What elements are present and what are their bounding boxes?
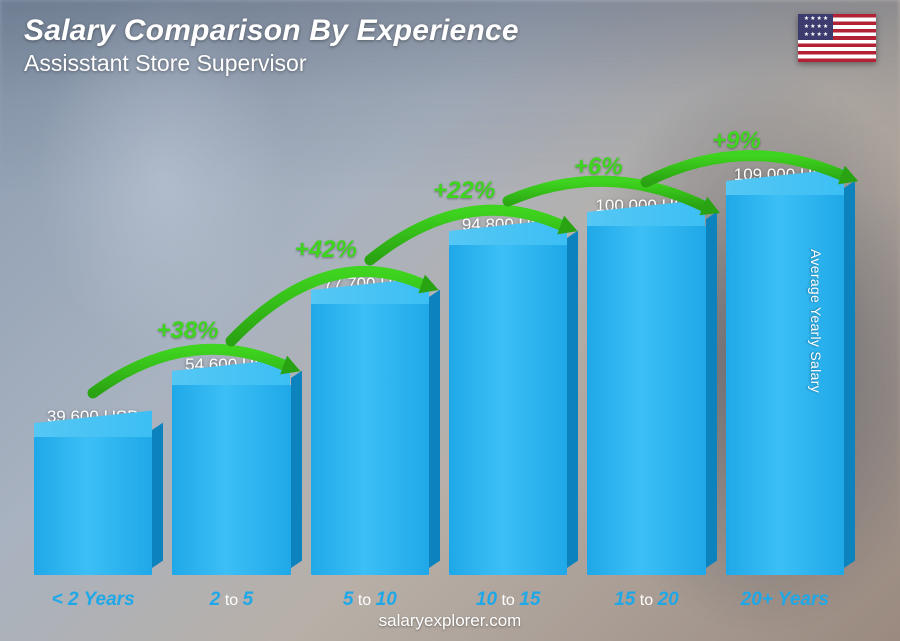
header: Salary Comparison By Experience Assissta… <box>24 14 876 77</box>
percent-increase-label: +38% <box>156 317 218 345</box>
category-label: 10 to 15 <box>476 589 541 611</box>
bar-group: 54,600 USD2 to 5 <box>172 355 290 575</box>
percent-increase-label: +22% <box>433 177 495 205</box>
bar-group: 100,000 USD15 to 20 <box>587 196 705 575</box>
bar-group: 94,800 USD10 to 15 <box>449 215 567 575</box>
bar <box>34 437 152 575</box>
country-flag-icon <box>798 14 876 62</box>
bar-chart: 39,600 USD< 2 Years54,600 USD2 to 577,70… <box>34 95 844 575</box>
category-label: 15 to 20 <box>614 589 679 611</box>
chart-title: Salary Comparison By Experience <box>24 14 519 48</box>
chart-subtitle: Assisstant Store Supervisor <box>24 50 519 77</box>
category-label: 2 to 5 <box>210 589 253 611</box>
percent-increase-label: +42% <box>295 236 357 264</box>
percent-increase-label: +9% <box>712 127 761 155</box>
bar-group: 109,000 USD20+ Years <box>726 165 844 575</box>
bar <box>726 195 844 575</box>
title-block: Salary Comparison By Experience Assissta… <box>24 14 519 77</box>
bar <box>172 385 290 575</box>
bar <box>449 245 567 575</box>
category-label: 5 to 10 <box>343 589 397 611</box>
bar <box>311 304 429 575</box>
percent-increase-label: +6% <box>574 153 623 181</box>
bar <box>587 226 705 575</box>
category-label: < 2 Years <box>52 589 135 611</box>
y-axis-label: Average Yearly Salary <box>808 249 824 393</box>
bar-group: 77,700 USD5 to 10 <box>311 274 429 575</box>
bar-group: 39,600 USD< 2 Years <box>34 407 152 575</box>
category-label: 20+ Years <box>741 589 829 611</box>
footer-source: salaryexplorer.com <box>0 611 900 631</box>
